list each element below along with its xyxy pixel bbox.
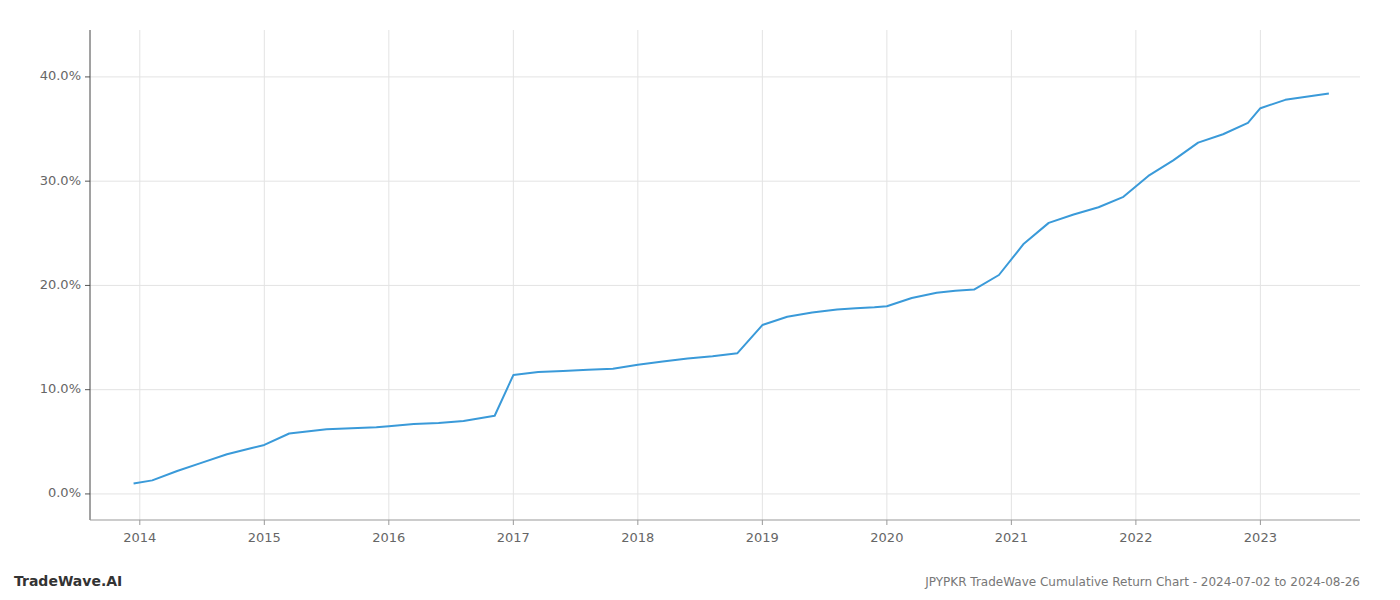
x-grid-line xyxy=(886,30,887,520)
y-axis-line xyxy=(90,30,91,520)
x-tick-label: 2017 xyxy=(497,530,530,545)
x-grid-line xyxy=(264,30,265,520)
x-tick-label: 2021 xyxy=(995,530,1028,545)
x-tick xyxy=(886,520,887,525)
x-tick-label: 2016 xyxy=(372,530,405,545)
x-grid-line xyxy=(513,30,514,520)
x-tick xyxy=(139,520,140,525)
y-grid-line xyxy=(90,76,1360,77)
x-tick xyxy=(1135,520,1136,525)
x-grid-line xyxy=(1135,30,1136,520)
x-tick xyxy=(264,520,265,525)
y-grid-line xyxy=(90,389,1360,390)
line xyxy=(134,94,1329,484)
background xyxy=(0,0,1400,600)
y-tick xyxy=(85,389,90,390)
x-tick xyxy=(637,520,638,525)
y-tick xyxy=(85,181,90,182)
x-grid-line xyxy=(1260,30,1261,520)
x-tick-label: 2018 xyxy=(621,530,654,545)
x-tick-label: 2022 xyxy=(1119,530,1152,545)
y-grid-line xyxy=(90,285,1360,286)
x-tick-label: 2015 xyxy=(248,530,281,545)
x-grid-line xyxy=(637,30,638,520)
x-tick xyxy=(388,520,389,525)
axes: 0.0% 10.0% 20.0% 30.0% 40.0% 2014 2015 2016 2017… xyxy=(40,30,1360,545)
x-tick-label: 2023 xyxy=(1244,530,1277,545)
plot-area xyxy=(134,94,1329,484)
y-tick-label: 0.0% xyxy=(48,485,81,500)
x-tick-label: 2019 xyxy=(746,530,779,545)
x-tick xyxy=(1011,520,1012,525)
x-grid-line xyxy=(388,30,389,520)
y-tick xyxy=(85,285,90,286)
y-tick-label: 30.0% xyxy=(40,173,81,188)
x-grid-line xyxy=(762,30,763,520)
x-tick-label: 2020 xyxy=(870,530,903,545)
y-grid-line xyxy=(90,493,1360,494)
y-tick-label: 20.0% xyxy=(40,277,81,292)
x-tick-label: 2014 xyxy=(123,530,156,545)
y-tick-label: 40.0% xyxy=(40,68,81,83)
x-tick xyxy=(513,520,514,525)
y-grid-line xyxy=(90,181,1360,182)
y-tick xyxy=(85,76,90,77)
chart: 0.0% 10.0% 20.0% 30.0% 40.0% 2014 2015 2016 2017… xyxy=(0,0,1400,600)
x-grid-line xyxy=(1011,30,1012,520)
x-tick xyxy=(762,520,763,525)
y-tick-label: 10.0% xyxy=(40,381,81,396)
x-axis-line xyxy=(90,520,1360,521)
y-tick xyxy=(85,493,90,494)
x-tick xyxy=(1260,520,1261,525)
x-grid-line xyxy=(139,30,140,520)
grid xyxy=(90,30,1360,520)
title: JPYPKR TradeWave Cumulative Return Chart… xyxy=(924,575,1360,589)
watermark: TradeWave.AI xyxy=(14,573,122,589)
